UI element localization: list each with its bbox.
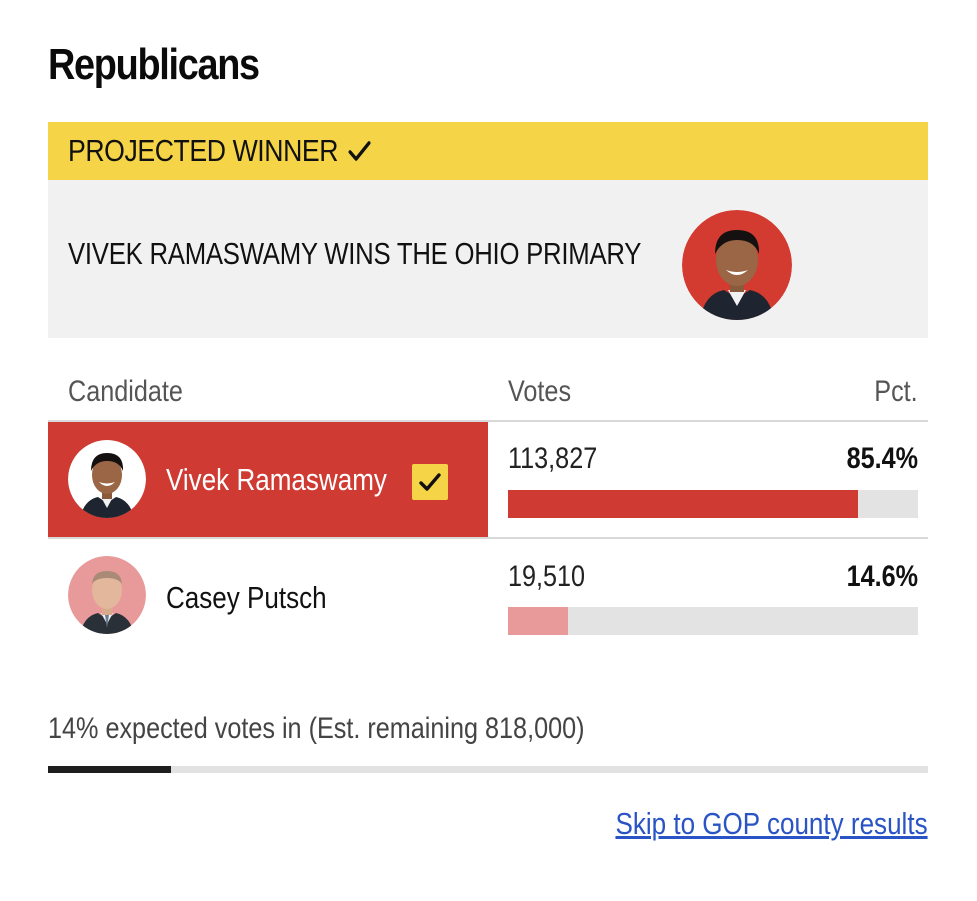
projected-winner-label-wrap: PROJECTED WINNER	[68, 133, 371, 169]
projected-winner-banner: PROJECTED WINNER	[48, 122, 928, 180]
candidate-avatar-ramaswamy	[68, 440, 146, 518]
header-divider	[48, 420, 928, 422]
vote-share-fill	[508, 607, 568, 635]
vote-count: 19,510	[508, 560, 586, 593]
vote-share-bar	[508, 607, 918, 635]
row-divider	[48, 537, 928, 539]
reporting-status: 14% expected votes in (Est. remaining 81…	[48, 712, 585, 745]
vote-share-fill	[508, 490, 859, 518]
vote-percent: 14.6%	[846, 560, 918, 593]
reporting-progress-bar	[48, 766, 928, 773]
vote-count: 113,827	[508, 442, 598, 475]
winner-panel: VIVEK RAMASWAMY WINS THE OHIO PRIMARY	[48, 180, 928, 338]
reporting-progress-fill	[48, 766, 172, 773]
projected-winner-label: PROJECTED WINNER	[68, 133, 339, 168]
candidate-avatar-putsch	[68, 556, 146, 634]
column-header-votes: Votes	[508, 375, 572, 408]
checkmark-icon	[348, 141, 371, 161]
candidate-name: Vivek Ramaswamy	[166, 462, 387, 497]
winner-portrait-avatar	[682, 210, 792, 320]
vote-percent: 85.4%	[846, 442, 918, 475]
candidate-name: Casey Putsch	[166, 580, 327, 615]
winner-check-icon	[412, 464, 448, 500]
section-title: Republicans	[48, 40, 260, 89]
column-header-pct: Pct.	[874, 375, 918, 408]
winner-headline: VIVEK RAMASWAMY WINS THE OHIO PRIMARY	[68, 236, 642, 271]
county-results-link[interactable]: Skip to GOP county results	[615, 806, 928, 841]
vote-share-bar	[508, 490, 918, 518]
column-header-candidate: Candidate	[68, 375, 183, 408]
